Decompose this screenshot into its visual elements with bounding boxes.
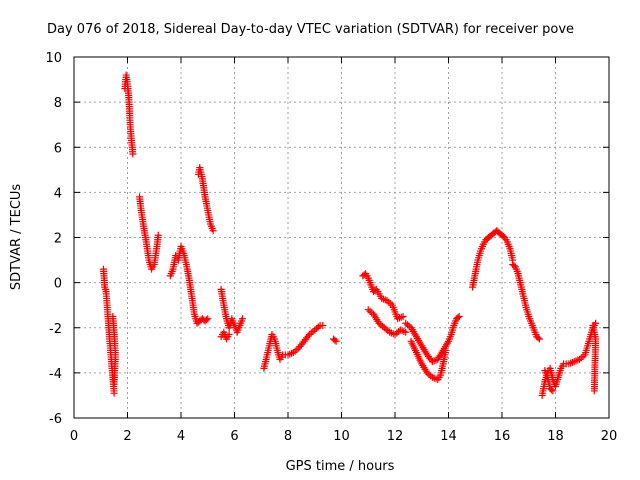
y-tick-label: -6: [49, 412, 62, 427]
y-tick-label: -2: [49, 322, 62, 337]
y-tick-label: 10: [45, 51, 62, 66]
chart-title: Day 076 of 2018, Sidereal Day-to-day VTE…: [47, 22, 574, 37]
data-point: [402, 328, 410, 336]
x-tick-label: 10: [333, 429, 350, 444]
x-tick-label: 18: [547, 429, 564, 444]
y-tick-label: 6: [54, 141, 62, 156]
y-tick-label: 4: [54, 186, 62, 201]
x-tick-label: 16: [494, 429, 511, 444]
data-point: [154, 231, 162, 239]
data-point: [399, 312, 407, 320]
x-tick-label: 8: [284, 429, 292, 444]
data-point: [304, 332, 312, 340]
data-points: [99, 71, 600, 399]
data-point: [454, 314, 462, 322]
axis-ticks: [73, 56, 610, 419]
x-tick-label: 20: [601, 429, 618, 444]
data-point: [332, 337, 340, 345]
data-point: [331, 336, 339, 344]
data-point: [209, 227, 217, 235]
x-tick-label: 12: [387, 429, 404, 444]
tick-labels: 0 2 4 6 8 10 12 14 16 18 20 -6 -4 -2 0 2 4 6 8 10: [45, 51, 617, 444]
data-point: [110, 380, 118, 388]
y-tick-label: -4: [49, 367, 62, 382]
x-axis-label: GPS time / hours: [286, 459, 395, 474]
data-point: [455, 312, 463, 320]
data-point: [204, 315, 212, 323]
x-tick-label: 6: [230, 429, 238, 444]
x-tick-label: 14: [440, 429, 457, 444]
y-axis-label: SDTVAR / TECUs: [9, 184, 24, 291]
data-point: [547, 386, 555, 394]
x-tick-label: 4: [177, 429, 185, 444]
data-point: [535, 335, 543, 343]
y-tick-label: 8: [54, 96, 62, 111]
data-point: [129, 150, 137, 158]
data-point: [549, 387, 557, 395]
data-point: [590, 387, 598, 395]
data-point: [534, 334, 542, 342]
data-point: [202, 316, 210, 324]
data-point: [110, 389, 118, 397]
data-point: [239, 315, 247, 323]
data-point: [225, 331, 233, 339]
y-tick-label: 0: [54, 277, 62, 292]
x-tick-label: 0: [70, 429, 78, 444]
x-tick-label: 2: [123, 429, 131, 444]
data-point: [319, 321, 327, 329]
y-tick-label: 2: [54, 232, 62, 247]
data-point: [442, 346, 450, 354]
